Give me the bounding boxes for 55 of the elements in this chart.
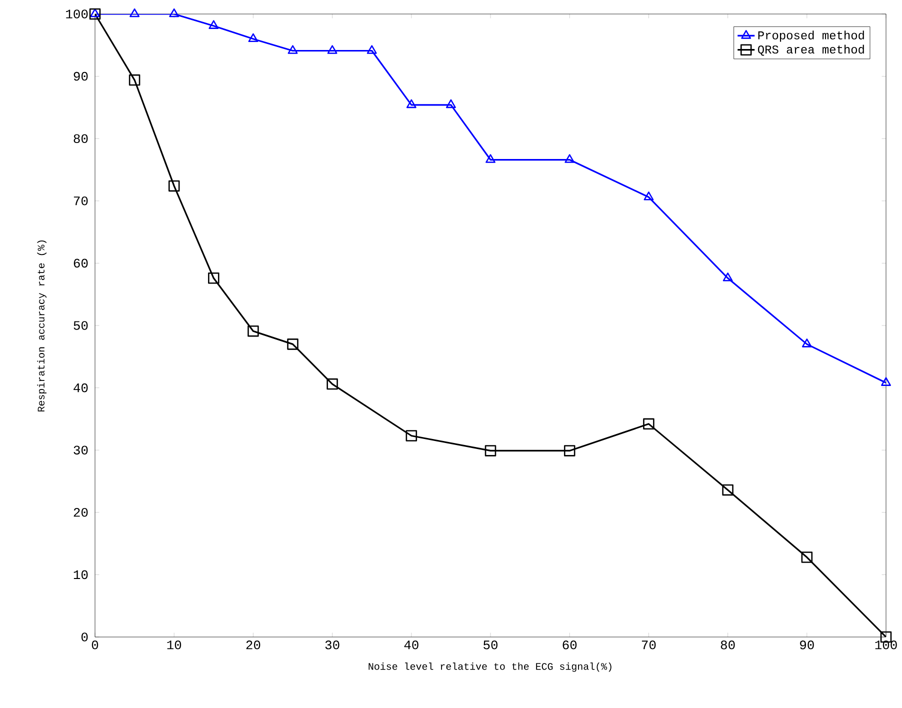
point <box>90 8 100 18</box>
x-tick-label: 10 <box>167 640 182 650</box>
point <box>130 8 140 18</box>
y-tick-label: 30 <box>74 446 88 454</box>
point <box>564 154 575 163</box>
y-tick-label: 10 <box>74 570 88 580</box>
point <box>722 484 734 496</box>
x-tick-label: 30 <box>325 640 340 650</box>
point <box>446 99 456 108</box>
x-tick-label: 50 <box>484 640 498 650</box>
point <box>722 272 733 282</box>
y-tick-label: 90 <box>74 72 88 81</box>
x-tick-label: 20 <box>246 640 260 650</box>
legend-label: Proposed method <box>758 30 864 42</box>
point <box>168 180 180 192</box>
point <box>89 8 101 20</box>
point <box>128 74 140 86</box>
y-tick-label: 50 <box>74 321 88 330</box>
y-axis-title: Respiration accuracy rate (%) <box>37 240 46 412</box>
x-tick-label: 100 <box>875 640 897 650</box>
point <box>486 154 496 163</box>
x-tick-label: 90 <box>800 640 814 650</box>
point <box>406 99 416 108</box>
y-tick-label: 0 <box>81 632 88 642</box>
point <box>366 45 377 54</box>
x-tick-label: 0 <box>92 640 98 650</box>
point <box>208 272 220 284</box>
x-tick-label: 70 <box>642 640 656 650</box>
y-tick-label: 70 <box>74 196 88 206</box>
y-tick-label: 60 <box>74 258 88 268</box>
x-axis-title: Noise level relative to the ECG signal(%) <box>368 662 612 672</box>
point <box>287 338 298 350</box>
y-tick-label: 100 <box>66 10 88 18</box>
x-tick-label: 80 <box>720 640 735 650</box>
point <box>643 418 654 430</box>
point <box>564 445 576 456</box>
point <box>406 430 418 442</box>
point <box>326 378 338 390</box>
point <box>248 33 258 42</box>
point <box>881 377 891 386</box>
legend-label: QRS area method <box>758 44 864 56</box>
point <box>644 192 654 200</box>
point <box>208 20 219 29</box>
point <box>248 325 259 337</box>
point <box>802 338 812 348</box>
point <box>169 8 180 18</box>
y-tick-label: 40 <box>74 383 88 392</box>
y-tick-label: 80 <box>74 134 88 143</box>
point <box>288 45 298 54</box>
point <box>484 445 496 456</box>
x-tick-label: 60 <box>562 640 577 650</box>
point <box>801 552 813 563</box>
point <box>327 45 338 54</box>
y-tick-label: 20 <box>74 508 88 517</box>
x-tick-label: 40 <box>404 640 418 650</box>
